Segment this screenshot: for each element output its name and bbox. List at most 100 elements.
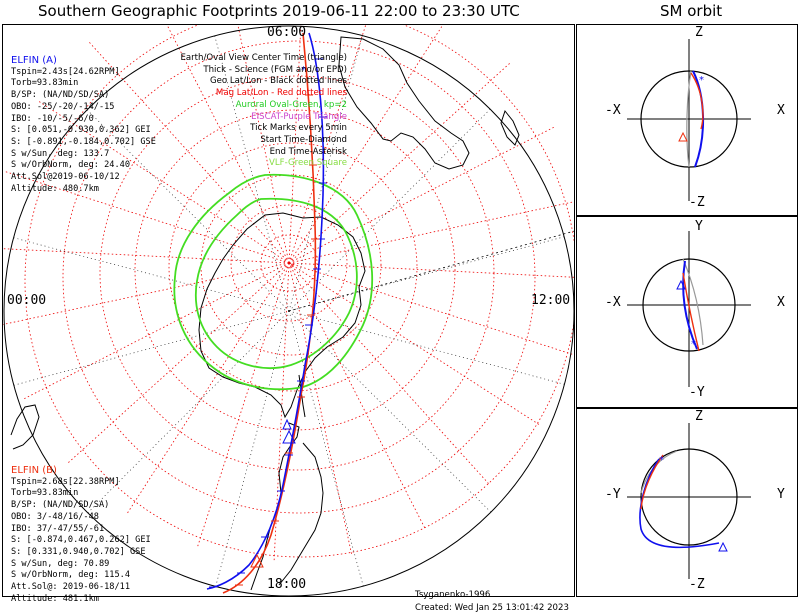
end-asterisk: * — [691, 339, 696, 350]
grid-spoke — [215, 310, 290, 587]
axis-label-left: -X — [605, 103, 621, 118]
info-line: Att.Sol@: 2019-06-18/11 — [11, 582, 130, 593]
info-line: Altitude: 481.1km — [11, 593, 99, 604]
auroral-oval-outer — [173, 173, 374, 391]
grid-spoke — [288, 262, 491, 486]
axis-label-bottom: -Z — [689, 577, 705, 592]
info-line: IBO: 37/-47/55/-61 — [11, 523, 105, 534]
info-line: B/SP: (NA/ND/SD/SA) — [11, 90, 110, 101]
orbit-title: SM orbit — [660, 2, 723, 20]
orbit-b-track — [682, 272, 700, 352]
time-label-right: 12:00 — [531, 293, 571, 308]
info-line: Torb=93.83min — [11, 78, 79, 89]
elfin-b-tick-marks — [235, 94, 319, 586]
elfin-a-name: ELFIN (A) — [11, 55, 57, 66]
elfin-a-info: ELFIN (A) Tspin=2.43s[24.62RPM] Torb=93.83… — [11, 55, 156, 195]
info-line: Tspin=2.68s[22.38RPM] — [11, 476, 120, 487]
map-boundary — [3, 25, 574, 596]
auroral-oval-inner — [194, 197, 358, 369]
legend-entry: Geo Lat/Lon - Black dotted lines — [209, 76, 347, 87]
orbit-panel-yz: * Z -Z -Y Y — [576, 408, 798, 597]
legend-entry: Tick Marks every 5min — [250, 123, 347, 134]
orbit-b-track — [640, 454, 664, 510]
orbit-panel-xy: * Y -Y -X X — [576, 216, 798, 408]
legend-entry: Auroral Oval-Green, kp=2 — [235, 99, 347, 110]
orbit-plot-yz: * — [627, 423, 751, 579]
orbit-gray-track — [686, 70, 692, 168]
view-triangle — [718, 541, 728, 552]
info-line: OBO: -25/-20/-14/-15 — [11, 101, 115, 112]
grid-spoke — [288, 262, 574, 356]
info-line: Att.Sol@2019-06-10/12 — [11, 172, 120, 183]
axis-label-bottom: -Y — [689, 385, 705, 400]
orbit-a-track — [639, 458, 720, 549]
grid-spoke — [288, 310, 492, 513]
creation-timestamp: Created: Wed Jan 25 13:01:42 2023 — [415, 603, 569, 613]
legend-entry: Mag Lat/Lon - Red dotted lines — [215, 88, 347, 99]
elfin-a-tick-marks — [209, 58, 327, 588]
info-line: S: [-0.874,0.467,0.262] GEI — [11, 535, 151, 546]
info-line: Tspin=2.43s[24.62RPM] — [11, 66, 120, 77]
australia-coastline — [338, 36, 470, 170]
legend-entry: End Time-Asterisk — [269, 146, 347, 157]
orbit-plot-xy: * — [627, 231, 751, 387]
polar-map: × * — [3, 25, 574, 596]
grid-spoke — [21, 262, 290, 401]
grid-spoke — [3, 248, 290, 264]
pole-marker: × — [289, 261, 295, 269]
orbit-gray-track — [682, 258, 704, 346]
info-line: S w/OrbNorm, deg: 115.4 — [11, 570, 130, 581]
grid-spoke — [288, 262, 427, 531]
time-label-top: 06:00 — [267, 25, 307, 40]
new-zealand-coastline — [500, 109, 520, 146]
time-label-left: 00:00 — [7, 293, 47, 308]
axis-label-top: Z — [695, 25, 703, 40]
axis-label-top: Y — [695, 219, 703, 234]
orbit-plot-xz: * — [627, 39, 751, 201]
africa-coastline — [10, 404, 40, 450]
grid-spoke — [13, 310, 290, 386]
grid-spoke — [288, 236, 565, 312]
orbit-b-track — [690, 72, 704, 130]
noon-meridian-line — [288, 230, 574, 312]
grid-spoke — [66, 262, 290, 465]
elfin-b-view-triangle — [250, 553, 264, 568]
axis-label-right: X — [777, 295, 785, 310]
orbit-panel-xz: * Z -Z -X X — [576, 24, 798, 216]
legend-entry: Earth/Oval View Center Time (triangle) — [180, 53, 347, 63]
axis-label-top: Z — [695, 409, 703, 424]
info-line: B/SP: (NA/ND/SD/SA) — [11, 500, 110, 511]
info-line: S w/Sun, deg: 133.7 — [11, 148, 110, 159]
axis-label-right: Y — [777, 487, 785, 502]
end-asterisk: * — [659, 455, 664, 466]
elfin-b-track — [222, 32, 317, 594]
south-america-east-coast — [278, 442, 324, 586]
legend-entry: EISCAT-Purple Triangle — [251, 111, 347, 122]
info-line: S: [0.051,-0.930,0.362] GEI — [11, 125, 151, 136]
legend-entry: Thick - Science (FGM and/or EPD) — [203, 64, 347, 75]
elfin-b-info: ELFIN (B) Tspin=2.68s[22.38RPM] Torb=93.83… — [11, 465, 151, 605]
info-line: S w/Sun, deg: 70.89 — [11, 558, 110, 569]
info-line: S w/OrbNorm, deg: 24.40 — [11, 160, 130, 171]
axis-label-right: X — [777, 103, 785, 118]
elfin-a-center-triangle — [282, 418, 292, 430]
elfin-b-name: ELFIN (B) — [11, 465, 57, 476]
legend-entry: VLF-Green Square — [268, 158, 347, 169]
end-asterisk: * — [699, 75, 704, 86]
antarctica-coastline — [198, 212, 366, 419]
elfin-a-view-triangle — [282, 429, 296, 444]
info-line: Torb=93.83min — [11, 488, 79, 499]
legend-entry: Start Time-Diamond — [260, 134, 347, 145]
grid-spoke — [13, 237, 290, 312]
map-legend: Earth/Oval View Center Time (triangle) Th… — [180, 53, 347, 170]
elfin-a-track — [206, 32, 325, 590]
grid-spoke — [288, 262, 574, 278]
grid-spoke — [288, 310, 565, 385]
axis-label-left: -X — [605, 295, 621, 310]
info-line: IBO: -10/-5/-6/0 — [11, 113, 94, 124]
grid-spoke — [288, 310, 364, 587]
footprint-map-panel: × * ELFIN (A) Tspin=2.43s[24.62RPM] Torb=9… — [2, 24, 575, 613]
info-line: OBO: 3/-48/16/-48 — [11, 511, 99, 522]
elfin-a-start-asterisk: * — [301, 65, 306, 76]
view-triangle — [676, 279, 686, 290]
